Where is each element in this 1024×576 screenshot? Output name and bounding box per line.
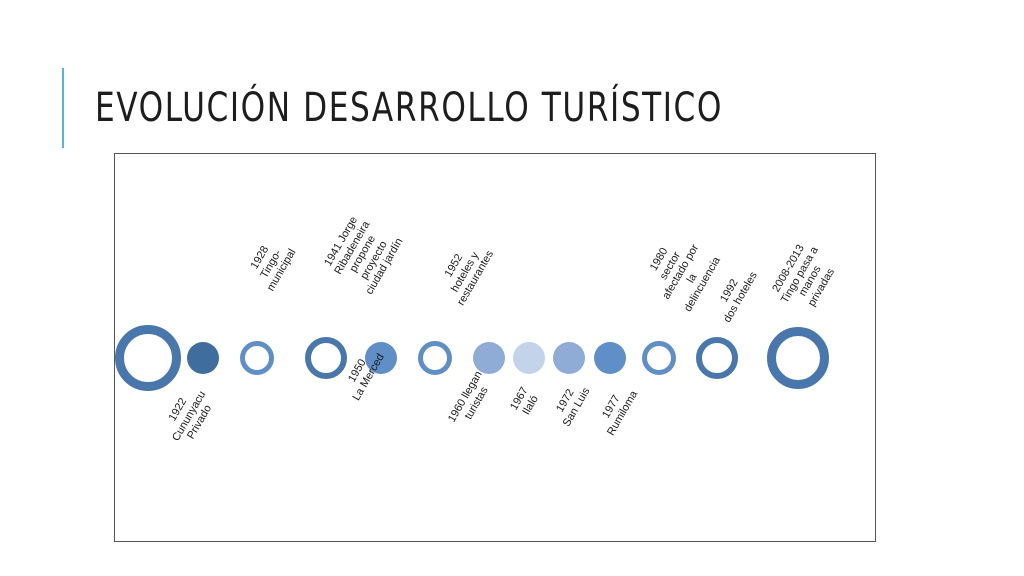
timeline-label: 1922 Cununyacu Privado xyxy=(159,383,219,450)
timeline-node xyxy=(767,327,829,389)
timeline-label: 2008-2013 Tingo pasa a manos privadas xyxy=(768,238,843,318)
timeline-node xyxy=(305,337,347,379)
title-accent-bar xyxy=(62,68,64,148)
timeline-node xyxy=(642,341,676,375)
timeline-label: 1967 Ilaló xyxy=(508,385,542,419)
timeline-label: 1980 sector afectado por la delincuencia xyxy=(639,230,724,314)
timeline-label: 1928 Tingo-municipal xyxy=(243,235,299,294)
timeline-diagram: 1928 Tingo-municipal 1941 Jorge Ribadeneira… xyxy=(114,153,876,542)
timeline-node xyxy=(115,325,181,391)
timeline-label: 1960 llegan turistas xyxy=(446,369,496,431)
timeline-label: 1952 hoteles y restaurantes xyxy=(433,236,496,308)
timeline-node xyxy=(365,342,397,374)
timeline-node xyxy=(513,342,545,374)
timeline-node xyxy=(418,341,452,375)
timeline-node xyxy=(553,342,585,374)
timeline-label: 1977 Rumiloma xyxy=(594,382,640,438)
slide-title: EVOLUCIÓN DESARROLLO TURÍSTICO xyxy=(95,85,724,131)
timeline-label: 1941 Jorge Ribadeneira propone proyecto ciud… xyxy=(320,211,406,297)
timeline-node xyxy=(594,342,626,374)
timeline-label: 1992 dos hoteles xyxy=(710,263,760,325)
timeline-node xyxy=(187,342,219,374)
timeline-node xyxy=(240,341,274,375)
timeline-node xyxy=(473,342,505,374)
timeline-label: 1972 San Luis xyxy=(549,379,592,429)
timeline-node xyxy=(696,337,738,379)
